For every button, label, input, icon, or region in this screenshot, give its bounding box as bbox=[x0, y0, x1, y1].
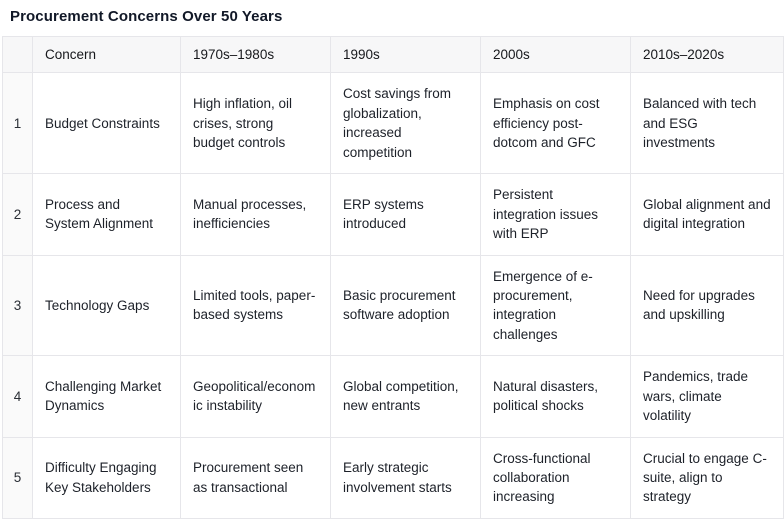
row-number: 5 bbox=[2, 436, 33, 519]
cell-1970s-1980s: Manual processes, inefficiencies bbox=[180, 173, 331, 256]
table-row: 1 Budget Constraints High inflation, oil… bbox=[2, 72, 784, 175]
row-number: 4 bbox=[2, 355, 33, 438]
cell-concern: Process and System Alignment bbox=[32, 173, 181, 256]
table-row: 3 Technology Gaps Limited tools, paper-b… bbox=[2, 254, 784, 357]
cell-1990s: Early strategic involvement starts bbox=[330, 436, 481, 519]
header-1990s: 1990s bbox=[330, 35, 481, 74]
cell-2010s-2020s: Crucial to engage C-suite, align to stra… bbox=[630, 436, 784, 519]
cell-2010s-2020s: Need for upgrades and upskilling bbox=[630, 254, 784, 357]
cell-1990s: Global competition, new entrants bbox=[330, 355, 481, 438]
cell-2010s-2020s: Global alignment and digital integration bbox=[630, 173, 784, 256]
cell-1990s: Cost savings from globalization, increas… bbox=[330, 72, 481, 175]
cell-2000s: Cross-functional collaboration increasin… bbox=[480, 436, 631, 519]
cell-2000s: Persistent integration issues with ERP bbox=[480, 173, 631, 256]
table-header: Concern 1970s–1980s 1990s 2000s 2010s–20… bbox=[2, 35, 784, 74]
cell-1970s-1980s: Geopolitical/economic instability bbox=[180, 355, 331, 438]
table-row: 2 Process and System Alignment Manual pr… bbox=[2, 173, 784, 256]
header-2010s-2020s: 2010s–2020s bbox=[630, 35, 784, 74]
procurement-concerns-table: Concern 1970s–1980s 1990s 2000s 2010s–20… bbox=[2, 35, 784, 519]
cell-1990s: Basic procurement software adoption bbox=[330, 254, 481, 357]
cell-1970s-1980s: Limited tools, paper-based systems bbox=[180, 254, 331, 357]
header-2000s: 2000s bbox=[480, 35, 631, 74]
cell-2000s: Emergence of e-procurement, integration … bbox=[480, 254, 631, 357]
cell-concern: Budget Constraints bbox=[32, 72, 181, 175]
cell-concern: Challenging Market Dynamics bbox=[32, 355, 181, 438]
table-body: 1 Budget Constraints High inflation, oil… bbox=[2, 72, 784, 519]
cell-2010s-2020s: Pandemics, trade wars, climate volatilit… bbox=[630, 355, 784, 438]
cell-1970s-1980s: High inflation, oil crises, strong budge… bbox=[180, 72, 331, 175]
table-row: 4 Challenging Market Dynamics Geopolitic… bbox=[2, 355, 784, 438]
page-title: Procurement Concerns Over 50 Years bbox=[10, 8, 283, 25]
table-row: 5 Difficulty Engaging Key Stakeholders P… bbox=[2, 436, 784, 519]
row-number: 3 bbox=[2, 254, 33, 357]
cell-concern: Difficulty Engaging Key Stakeholders bbox=[32, 436, 181, 519]
header-1970s-1980s: 1970s–1980s bbox=[180, 35, 331, 74]
cell-1970s-1980s: Procurement seen as transactional bbox=[180, 436, 331, 519]
cell-concern: Technology Gaps bbox=[32, 254, 181, 357]
header-row: Concern 1970s–1980s 1990s 2000s 2010s–20… bbox=[2, 35, 784, 74]
cell-2000s: Natural disasters, political shocks bbox=[480, 355, 631, 438]
row-number: 1 bbox=[2, 72, 33, 175]
cell-2010s-2020s: Balanced with tech and ESG investments bbox=[630, 72, 784, 175]
header-index-spacer bbox=[2, 35, 33, 74]
header-concern: Concern bbox=[32, 35, 181, 74]
cell-1990s: ERP systems introduced bbox=[330, 173, 481, 256]
cell-2000s: Emphasis on cost efficiency post-dotcom … bbox=[480, 72, 631, 175]
row-number: 2 bbox=[2, 173, 33, 256]
